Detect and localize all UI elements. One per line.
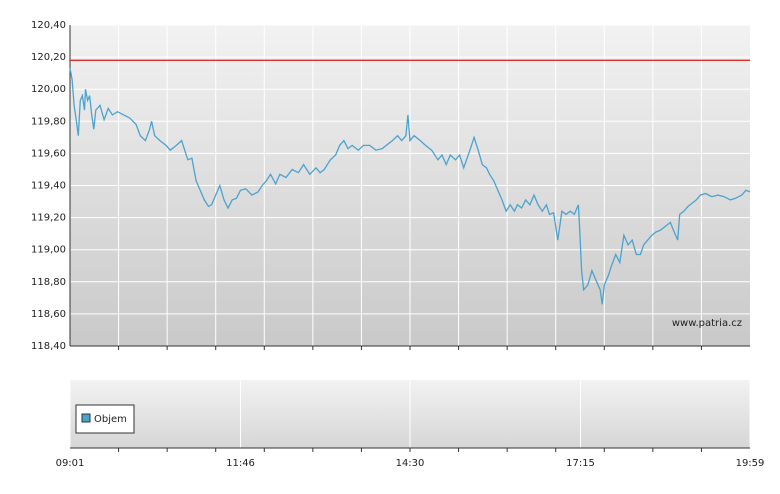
y-tick-label: 120,00: [31, 84, 66, 95]
y-tick-label: 118,60: [31, 309, 66, 320]
y-tick-label: 120,40: [31, 20, 66, 31]
y-tick-label: 118,40: [31, 341, 66, 352]
price-line: [69, 68, 751, 305]
watermark: www.patria.cz: [672, 318, 742, 329]
y-tick-label: 119,40: [31, 181, 66, 192]
y-tick-label: 118,80: [31, 277, 66, 288]
x-tick-label: 11:46: [226, 458, 255, 469]
legend-swatch: [81, 413, 91, 423]
x-tick-label: 19:59: [736, 458, 765, 469]
y-tick-label: 119,20: [31, 213, 66, 224]
x-tick-label: 09:01: [56, 458, 85, 469]
legend-label: Objem: [94, 414, 127, 425]
x-tick-label: 14:30: [396, 458, 425, 469]
y-tick-label: 120,20: [31, 52, 66, 63]
y-tick-label: 119,00: [31, 245, 66, 256]
y-tick-label: 119,60: [31, 148, 66, 159]
x-tick-label: 17:15: [566, 458, 595, 469]
y-tick-label: 119,80: [31, 116, 66, 127]
